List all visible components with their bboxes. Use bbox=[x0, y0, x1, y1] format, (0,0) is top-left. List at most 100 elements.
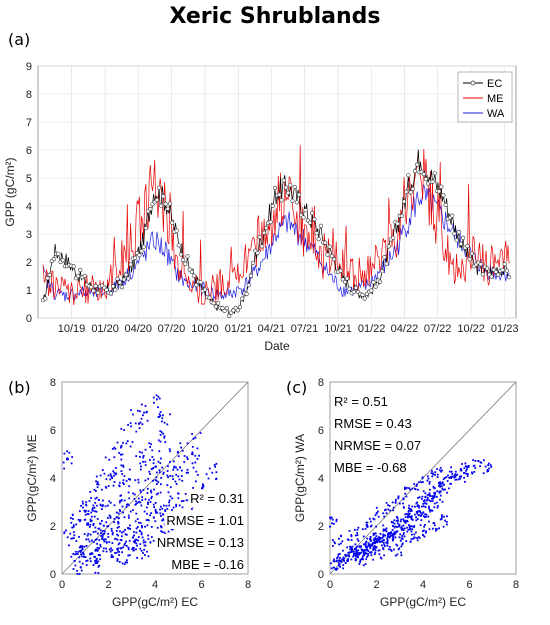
scatter-point bbox=[343, 557, 345, 560]
scatter-point bbox=[99, 545, 102, 548]
scatter-point bbox=[355, 549, 358, 552]
ec-point bbox=[458, 241, 464, 246]
scatter-point bbox=[137, 497, 140, 500]
scatter-point bbox=[88, 540, 91, 543]
scatter-point bbox=[160, 477, 163, 479]
scatter-point bbox=[395, 543, 398, 546]
scatter-point bbox=[141, 526, 143, 529]
scatter-point bbox=[416, 518, 419, 520]
scatter-point bbox=[147, 519, 150, 522]
scatter-point bbox=[386, 537, 388, 540]
scatter-point bbox=[389, 509, 392, 512]
scatter-point bbox=[167, 476, 169, 479]
scatter-point bbox=[162, 414, 164, 417]
scatter-point bbox=[356, 528, 359, 531]
scatter-point bbox=[420, 513, 423, 516]
scatter-point bbox=[424, 506, 427, 508]
scatter-point bbox=[367, 550, 370, 552]
scatter-point bbox=[383, 515, 386, 518]
scatter-point bbox=[486, 469, 489, 471]
scatter-point bbox=[172, 506, 175, 509]
scatter-point bbox=[442, 478, 445, 480]
scatter-point bbox=[125, 545, 128, 547]
scatter-point bbox=[421, 476, 424, 479]
scatter-point bbox=[425, 530, 427, 533]
scatter-point bbox=[439, 483, 441, 486]
scatter-point bbox=[117, 543, 120, 546]
scatter-point bbox=[121, 562, 124, 565]
stat-background bbox=[169, 556, 246, 573]
scatter-point bbox=[160, 431, 163, 434]
scatter-point bbox=[333, 522, 335, 525]
ec-point bbox=[480, 272, 485, 277]
scatter-point bbox=[148, 442, 151, 445]
scatter-point bbox=[119, 453, 122, 456]
scatter-point bbox=[107, 525, 110, 527]
scatter-point bbox=[162, 471, 165, 474]
ec-point bbox=[82, 273, 87, 279]
scatter-point bbox=[152, 479, 154, 482]
ec-point bbox=[137, 253, 142, 258]
ec-point bbox=[178, 252, 183, 257]
scatter-point bbox=[408, 512, 411, 515]
scatter-point bbox=[379, 540, 382, 543]
scatter-point bbox=[146, 487, 149, 490]
scatter-point bbox=[146, 506, 148, 509]
scatter-point bbox=[430, 509, 433, 512]
scatter-point bbox=[113, 521, 116, 523]
scatter-point bbox=[128, 516, 130, 519]
scatter-point bbox=[124, 542, 126, 545]
scatter-point bbox=[399, 533, 401, 536]
ec-point bbox=[399, 213, 405, 218]
scatter-point bbox=[71, 456, 73, 458]
scatter-point bbox=[94, 539, 97, 541]
scatter-point bbox=[108, 514, 111, 517]
scatter-point bbox=[370, 543, 373, 546]
scatter-point bbox=[344, 562, 347, 564]
scatter-point bbox=[109, 501, 112, 504]
scatter-point bbox=[474, 467, 477, 469]
scatter-point bbox=[114, 447, 117, 450]
scatter-point bbox=[366, 555, 368, 558]
scatter-point bbox=[407, 510, 410, 513]
scatter-point bbox=[175, 466, 177, 469]
scatter-point bbox=[155, 511, 158, 514]
scatter-point bbox=[378, 536, 380, 538]
scatter-point bbox=[409, 528, 411, 530]
scatter-point bbox=[465, 469, 467, 472]
scatter-point bbox=[115, 511, 118, 514]
scatter-point bbox=[194, 455, 197, 457]
scatter-point bbox=[422, 515, 425, 518]
scatter-point bbox=[355, 546, 358, 549]
scatter-point bbox=[77, 518, 80, 521]
scatter-point bbox=[428, 492, 431, 495]
scatter-point bbox=[215, 478, 217, 481]
scatter-point bbox=[387, 533, 389, 535]
scatter-point bbox=[99, 474, 102, 477]
scatter-point bbox=[155, 483, 158, 485]
scatter-point bbox=[112, 470, 115, 473]
scatter-point bbox=[432, 527, 434, 530]
scatter-point bbox=[394, 532, 397, 535]
scatter-point bbox=[356, 554, 359, 556]
scatter-point bbox=[374, 537, 377, 539]
scatter-point bbox=[441, 469, 443, 472]
scatter-point bbox=[421, 495, 424, 498]
scatter-point bbox=[415, 519, 418, 522]
scatter-chart-wa: 00 2 2 4 4 6 6 8 8 R² = 0.51 RMSE = 0.43 NRMSE = 0.… bbox=[293, 377, 519, 609]
scatter-point bbox=[382, 548, 385, 551]
panel-b-label: (b) bbox=[8, 378, 31, 397]
scatter-point bbox=[414, 505, 416, 508]
scatter-point bbox=[385, 527, 388, 530]
y-tick-label: 2 bbox=[318, 521, 324, 533]
scatter-point bbox=[375, 506, 378, 509]
scatter-point bbox=[392, 521, 394, 524]
scatter-point bbox=[374, 542, 376, 545]
ec-point bbox=[496, 272, 501, 277]
scatter-point bbox=[454, 475, 457, 478]
scatter-point bbox=[111, 477, 114, 479]
scatter-point bbox=[140, 549, 143, 552]
legend-label-wa: WA bbox=[487, 108, 505, 120]
scatter-point bbox=[116, 560, 119, 562]
ec-point bbox=[51, 256, 57, 262]
